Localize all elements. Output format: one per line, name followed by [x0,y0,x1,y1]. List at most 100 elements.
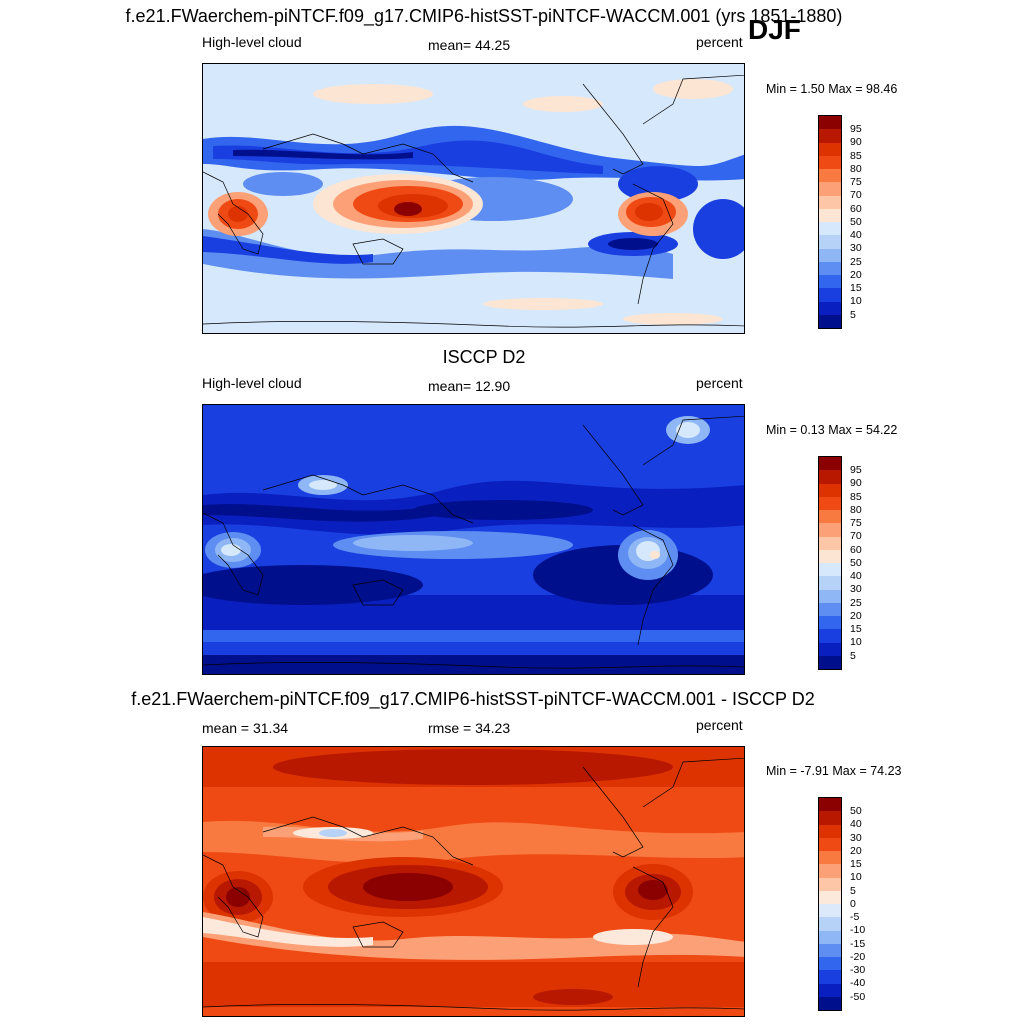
panel2-mean-label: mean= 12.90 [428,378,511,394]
colorbar-swatch [819,510,841,524]
colorbar-swatch [819,851,841,865]
colorbar-tick-label: -50 [850,990,866,1003]
colorbar-tick-label: 75 [850,517,862,529]
colorbar-swatch [819,496,841,510]
colorbar-tick-label: 80 [850,162,862,175]
colorbar-tick-label: -30 [850,964,866,976]
colorbar-tick-label: 40 [850,570,862,582]
colorbar-swatch [819,261,841,275]
colorbar-swatch [819,890,841,904]
colorbar-tick-label: -20 [850,950,866,963]
colorbar-swatch [819,182,841,196]
panel2-map-svg [203,405,744,674]
colorbar-swatch [819,576,841,590]
colorbar-tick-label: -40 [850,977,866,990]
colorbar-tick-label: 85 [850,149,862,162]
colorbar-swatch [819,877,841,891]
colorbar-swatch [819,943,841,957]
colorbar-swatch [819,235,841,249]
panel2-map [202,404,745,675]
colorbar-tick-label: 85 [850,490,862,503]
colorbar-tick-label: 50 [850,556,862,569]
colorbar-swatch [819,930,841,944]
colorbar-tick-label: 15 [850,858,862,870]
panel3-mean-label: mean = 31.34 [202,720,289,736]
colorbar-tick-label: 15 [850,282,862,294]
panel1-minmax: Min = 1.50 Max = 98.46 [766,82,898,96]
panel3-title: f.e21.FWaerchem-piNTCF.f09_g17.CMIP6-his… [131,689,815,709]
colorbar-swatch [819,129,841,143]
panel2-title: ISCCP D2 [442,347,526,367]
colorbar-tick-label: 75 [850,176,862,188]
colorbar-tick-label: 10 [850,871,862,884]
colorbar-tick-label: 20 [850,268,862,281]
colorbar-swatch [819,536,841,550]
colorbar-swatch [819,837,841,851]
colorbar-tick-label: 40 [850,818,862,831]
colorbar-tick-label: 0 [850,897,856,910]
colorbar-swatch [819,301,841,315]
colorbar-tick-label: 25 [850,255,862,268]
colorbar-tick-label: 30 [850,583,862,596]
colorbar-swatch [819,116,841,130]
colorbar-tick-label: 90 [850,136,862,149]
colorbar-swatch [819,523,841,537]
panel1-mean-label: mean= 44.25 [428,37,511,53]
colorbar-swatch [819,642,841,656]
colorbar-swatch [819,222,841,236]
colorbar-swatch [819,904,841,918]
colorbar-swatch [819,314,841,328]
colorbar-swatch [819,155,841,169]
colorbar-tick-label: 50 [850,215,862,228]
panel1-units-label: percent [696,34,743,50]
colorbar-swatch [819,483,841,497]
colorbar-swatch [819,957,841,971]
colorbar-tick-label: 90 [850,477,862,490]
panel2-variable-label: High-level cloud [202,375,302,391]
colorbar-tick-label: 70 [850,530,862,543]
colorbar-tick-label: 5 [850,649,856,662]
colorbar-swatch [819,169,841,183]
colorbar-tick-label: 60 [850,543,862,556]
colorbar-swatch [819,917,841,931]
colorbar-tick-label: 30 [850,831,862,844]
colorbar-swatch [819,996,841,1010]
colorbar-swatch [819,602,841,616]
colorbar-swatch [819,629,841,643]
colorbar-tick-label: -15 [850,937,866,950]
panel3-units-label: percent [696,717,743,733]
colorbar-tick-label: 5 [850,884,856,897]
panel2-units-label: percent [696,375,743,391]
colorbar-swatch [819,275,841,289]
colorbar-tick-label: 95 [850,464,862,476]
colorbar-swatch [819,470,841,484]
colorbar-tick-label: 10 [850,295,862,308]
colorbar-tick-label: 60 [850,202,862,215]
colorbar-tick-label: 5 [850,308,856,321]
colorbar-swatch [819,824,841,838]
colorbar-tick-label: 95 [850,123,862,135]
colorbar-swatch [819,864,841,878]
colorbar-swatch [819,811,841,825]
panel1-map-svg [203,64,744,333]
panel1-title: f.e21.FWaerchem-piNTCF.f09_g17.CMIP6-his… [125,6,843,26]
colorbar-tick-label: 20 [850,609,862,622]
colorbar-tick-label: 25 [850,596,862,609]
colorbar-swatch [819,457,841,471]
colorbar-swatch [819,983,841,997]
colorbar-tick-label: -10 [850,924,866,937]
colorbar-tick-label: 15 [850,623,862,635]
colorbar-tick-label: 30 [850,242,862,255]
panel3-minmax: Min = -7.91 Max = 74.23 [766,764,902,778]
panel3-map-svg [203,747,744,1016]
colorbar-swatch [819,589,841,603]
season-label: DJF [748,14,801,45]
colorbar-swatch [819,616,841,630]
colorbar-tick-label: 50 [850,805,862,817]
colorbar-tick-label: 10 [850,636,862,649]
panel3-colorbar [818,797,842,1011]
panel3-rmse-label: rmse = 34.23 [428,720,511,736]
colorbar-swatch [819,208,841,222]
colorbar-swatch [819,970,841,984]
colorbar-swatch [819,195,841,209]
